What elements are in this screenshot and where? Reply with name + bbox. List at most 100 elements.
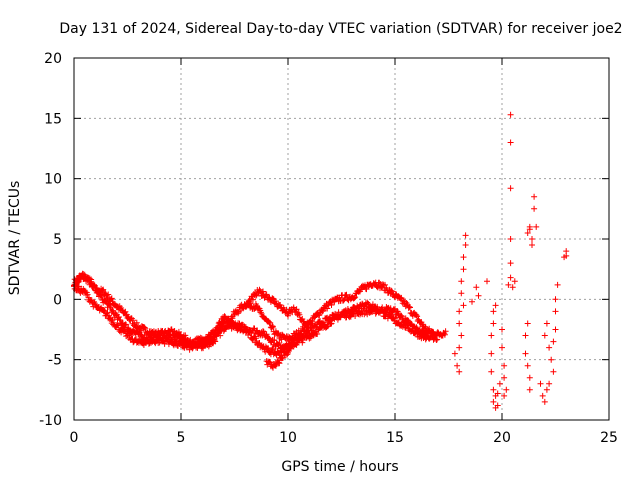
data-point [203, 340, 210, 347]
y-tick-label: 15 [44, 111, 62, 127]
data-point [563, 252, 570, 259]
data-point [348, 307, 355, 314]
data-point [306, 335, 313, 342]
data-point [531, 193, 538, 200]
data-point [374, 303, 381, 310]
data-point [484, 278, 490, 285]
data-point [388, 287, 395, 294]
data-point [475, 292, 482, 299]
data-point [389, 288, 396, 295]
data-point [488, 332, 495, 339]
data-point [399, 313, 406, 320]
data-point [402, 324, 409, 331]
data-point [529, 236, 535, 242]
x-axis-label: GPS time / hours [281, 459, 398, 475]
data-point [531, 205, 538, 212]
data-point [379, 308, 386, 315]
data-point [363, 286, 370, 293]
data-point [456, 368, 463, 375]
data-point [505, 281, 512, 288]
data-point [433, 337, 440, 343]
data-point [552, 296, 559, 303]
data-point [492, 302, 499, 309]
data-point [550, 338, 557, 345]
data-point [313, 323, 320, 330]
data-point [413, 312, 420, 319]
y-tick-label: 10 [44, 172, 62, 188]
data-point [246, 328, 253, 335]
data-point [263, 331, 270, 338]
x-tick-label: 10 [279, 430, 297, 446]
tick-labels: 0 5 10 15 20 25 -10 -5 0 5 10 15 20 [39, 51, 618, 446]
data-point [432, 331, 439, 338]
ticks [73, 57, 610, 421]
data-point [123, 321, 130, 328]
data-point [509, 284, 516, 291]
data-point [442, 328, 449, 335]
data-point [490, 398, 497, 405]
data-point [507, 236, 514, 242]
data-point [526, 374, 533, 381]
data-point [390, 315, 397, 322]
data-point [524, 362, 531, 369]
data-point [343, 291, 350, 298]
data-point [280, 354, 286, 361]
data-point [91, 298, 97, 305]
data-point [507, 274, 514, 281]
data-point [275, 359, 282, 366]
data-point [387, 311, 393, 318]
data-point [189, 345, 196, 352]
data-point [533, 223, 540, 230]
data-point [293, 306, 300, 313]
y-axis-label: SDTVAR / TECUs [7, 181, 23, 296]
data-point [288, 342, 295, 349]
data-point [490, 308, 497, 315]
x-tick-label: 25 [600, 430, 618, 446]
data-point [328, 302, 335, 308]
data-point [314, 331, 321, 337]
data-point [276, 340, 283, 346]
data-point [302, 332, 309, 339]
data-point [546, 344, 553, 351]
data-point [200, 345, 207, 352]
data-point [539, 392, 546, 399]
chart-title: Day 131 of 2024, Sidereal Day-to-day VTE… [59, 21, 622, 37]
data-point [524, 230, 531, 236]
data-point [494, 402, 501, 409]
data-point [456, 320, 463, 327]
data-point [117, 317, 124, 324]
data-point [247, 330, 254, 336]
data-point [494, 390, 501, 397]
data-point [392, 315, 398, 322]
data-point [507, 139, 514, 146]
data-point [242, 304, 249, 310]
data-point [454, 362, 461, 369]
data-point [398, 312, 405, 319]
data-point [311, 314, 318, 321]
data-point [379, 307, 386, 314]
data-point [309, 318, 316, 325]
data-point [406, 303, 413, 310]
data-point [106, 312, 112, 319]
data-point [546, 380, 553, 387]
data-point [537, 380, 544, 387]
data-point [403, 320, 410, 327]
data-point [182, 332, 189, 339]
data-point [507, 185, 514, 192]
data-point [352, 294, 359, 301]
data-point [100, 286, 107, 293]
data-point [501, 392, 508, 399]
data-point [178, 331, 184, 338]
data-point [524, 320, 531, 327]
data-point [88, 276, 95, 283]
data-point [382, 281, 388, 288]
data-point [275, 341, 281, 348]
data-point [414, 325, 421, 332]
data-point [121, 327, 128, 334]
data-point [503, 386, 510, 393]
data-point [529, 242, 535, 248]
data-point [501, 374, 508, 381]
data-point [404, 321, 411, 328]
